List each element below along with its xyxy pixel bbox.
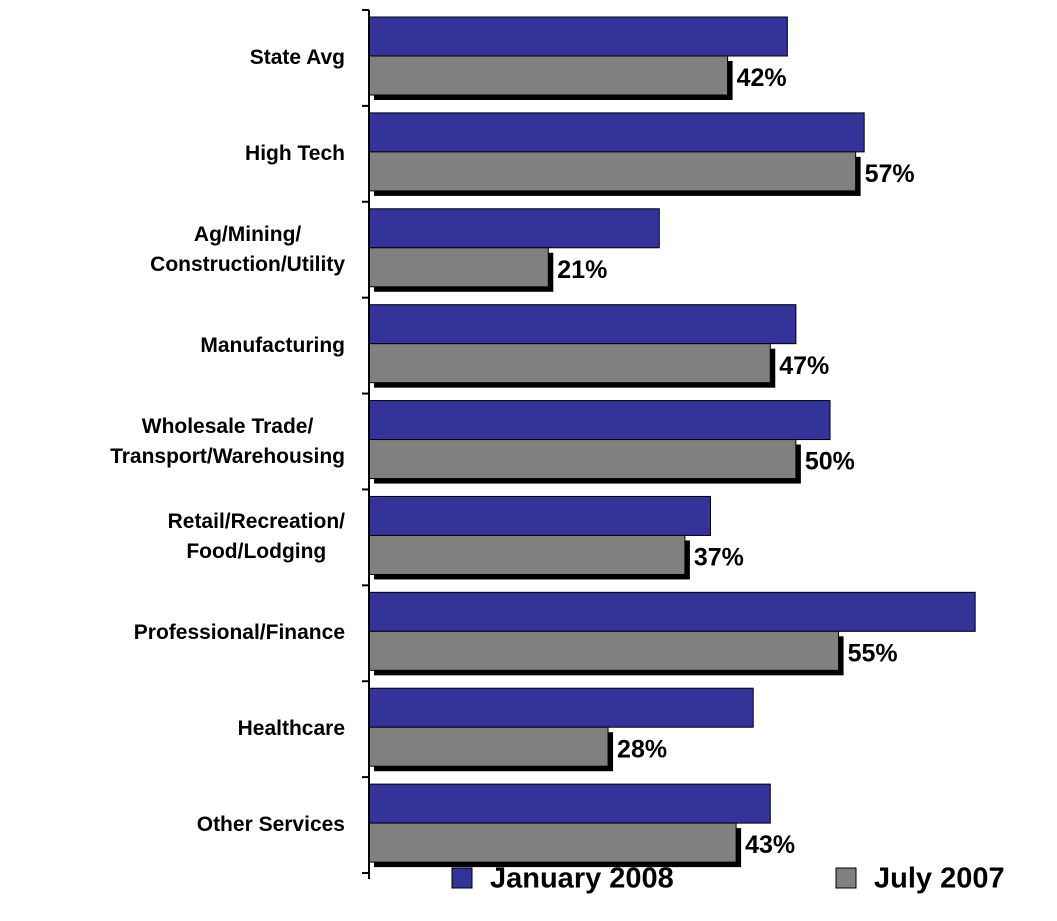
category-label: High Tech (245, 141, 345, 165)
value-label: 57% (865, 160, 915, 188)
legend-swatch (451, 867, 473, 889)
bar (368, 439, 797, 480)
bar (368, 151, 857, 192)
value-label: 28% (617, 735, 667, 763)
bar (368, 343, 771, 384)
bar (368, 726, 609, 767)
bar (368, 16, 788, 57)
bar (368, 591, 976, 632)
category-label: Healthcare (237, 717, 345, 741)
bar (368, 112, 865, 153)
value-label: 21% (557, 256, 607, 284)
category-label: Professional/Finance (133, 621, 345, 645)
category-label: Wholesale Trade/ Transport/Warehousing (110, 414, 345, 468)
category-label: Retail/Recreation/ Food/Lodging (167, 510, 345, 564)
bar (368, 687, 754, 728)
value-label: 42% (737, 64, 787, 92)
category-label: State Avg (249, 45, 345, 69)
category-label: Ag/Mining/ Construction/Utility (150, 222, 345, 276)
legend-label: July 2007 (874, 863, 1005, 895)
bar (368, 55, 729, 96)
legend-label: January 2008 (490, 863, 674, 895)
legend-swatch (835, 867, 857, 889)
bar (368, 630, 840, 671)
bar (368, 400, 831, 441)
value-label: 43% (745, 831, 795, 859)
value-label: 37% (694, 544, 744, 572)
bar (368, 783, 771, 824)
value-label: 55% (848, 639, 898, 667)
category-label: Other Services (196, 813, 345, 837)
bar (368, 208, 660, 249)
value-label: 47% (779, 352, 829, 380)
bar (368, 247, 549, 288)
bar (368, 495, 711, 536)
bar (368, 304, 797, 345)
bar (368, 822, 737, 863)
bar (368, 534, 686, 575)
value-label: 50% (805, 448, 855, 476)
category-label: Manufacturing (200, 333, 345, 357)
